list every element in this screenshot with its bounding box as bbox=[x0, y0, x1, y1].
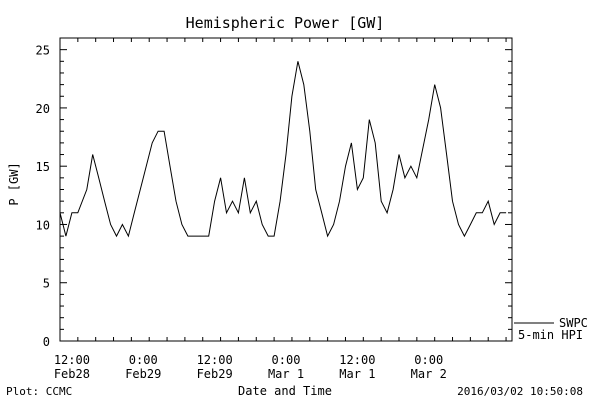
x-axis-label: Date and Time bbox=[238, 384, 332, 398]
y-axis-ticks: 0 5 10 15 20 25 bbox=[36, 37, 512, 349]
x-tick-label-time: 12:00 bbox=[54, 353, 90, 367]
series-line bbox=[59, 61, 507, 238]
y-tick-label: 15 bbox=[36, 160, 50, 174]
plot-frame bbox=[59, 37, 513, 342]
y-tick-label: 5 bbox=[43, 277, 50, 291]
legend-label-line1: SWPC bbox=[559, 316, 588, 330]
x-tick-label-date: Feb28 bbox=[54, 367, 90, 381]
plot-timestamp: 2016/03/02 10:50:08 bbox=[457, 385, 583, 398]
x-tick-label-date: Feb29 bbox=[197, 367, 233, 381]
x-tick-label-time: 0:00 bbox=[414, 353, 443, 367]
plot-credit: Plot: CCMC bbox=[6, 385, 72, 398]
y-tick-label: 20 bbox=[36, 102, 50, 116]
x-tick-label-time: 12:00 bbox=[339, 353, 375, 367]
x-tick-label-date: Feb29 bbox=[125, 367, 161, 381]
y-tick-label: 10 bbox=[36, 218, 50, 232]
x-tick-label-time: 12:00 bbox=[197, 353, 233, 367]
x-tick-label-time: 0:00 bbox=[272, 353, 301, 367]
y-tick-label: 25 bbox=[36, 44, 50, 58]
legend-label-line2: 5-min HPI bbox=[518, 328, 583, 342]
x-tick-label-date: Mar 1 bbox=[268, 367, 304, 381]
x-tick-label-date: Mar 1 bbox=[339, 367, 375, 381]
y-tick-label: 0 bbox=[43, 335, 50, 349]
series-layer bbox=[59, 61, 507, 238]
x-tick-label-date: Mar 2 bbox=[411, 367, 447, 381]
y-axis-label: P [GW] bbox=[7, 162, 21, 205]
x-tick-label-time: 0:00 bbox=[129, 353, 158, 367]
chart-title: Hemispheric Power [GW] bbox=[186, 14, 385, 32]
